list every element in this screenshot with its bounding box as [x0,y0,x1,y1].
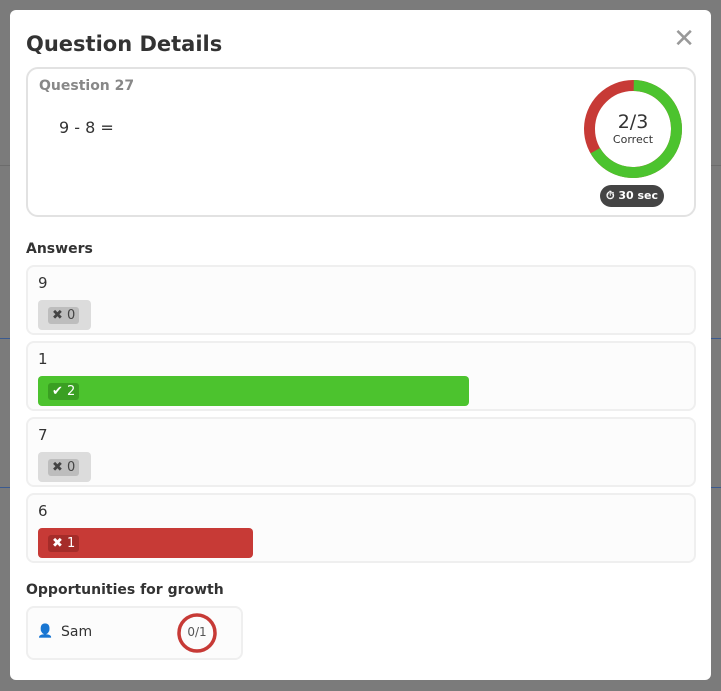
answer-count: 2 [67,384,76,399]
answer-count-chip: ✖ 0 [48,307,80,324]
answer-count-chip: ✖ 0 [48,459,80,476]
answer-label: 1 [38,350,48,368]
timer-badge: ⏱ 30 sec [600,185,664,207]
question-card: Question 27 9 - 8 = 2/3 Correct ⏱ 30 sec [26,67,696,217]
score-text: 2/3 Correct [583,111,683,146]
answer-row[interactable]: 1 ✔ 2 [26,341,696,411]
answer-count: 1 [67,536,76,551]
student-card[interactable]: 👤 Sam 0/1 [26,606,243,660]
timer-text: 30 sec [618,189,659,202]
x-icon: ✖ [52,536,63,551]
answer-label: 9 [38,274,48,292]
modal-title: Question Details [26,32,223,56]
user-icon: 👤 [37,624,54,639]
x-icon: ✖ [52,308,63,323]
student-name: Sam [61,624,93,640]
answers-title: Answers [26,241,93,257]
answer-count: 0 [67,308,76,323]
answer-label: 7 [38,426,48,444]
answer-bar: ✖ 1 [38,528,253,558]
stopwatch-icon: ⏱ [605,189,615,202]
score-label: Correct [612,133,654,146]
answer-bar: ✖ 0 [38,452,91,482]
score-donut [584,80,682,178]
question-details-modal: Question Details ✕ Question 27 9 - 8 = 2… [10,10,711,680]
question-number: Question 27 [39,78,135,94]
student-score-ring [177,613,217,653]
answer-bar: ✔ 2 [38,376,469,406]
answer-count-chip: ✖ 1 [48,535,80,552]
check-icon: ✔ [52,384,63,399]
growth-title: Opportunities for growth [26,582,224,598]
answer-row[interactable]: 9 ✖ 0 [26,265,696,335]
answer-label: 6 [38,502,48,520]
answer-row[interactable]: 7 ✖ 0 [26,417,696,487]
answer-count: 0 [67,460,76,475]
answer-bar: ✖ 0 [38,300,91,330]
close-icon[interactable]: ✕ [673,24,695,54]
answer-row[interactable]: 6 ✖ 1 [26,493,696,563]
student-score: 0/1 [187,625,207,639]
question-text: 9 - 8 = [59,118,114,137]
answer-count-chip: ✔ 2 [48,383,80,400]
score-fraction: 2/3 [617,111,649,133]
x-icon: ✖ [52,460,63,475]
